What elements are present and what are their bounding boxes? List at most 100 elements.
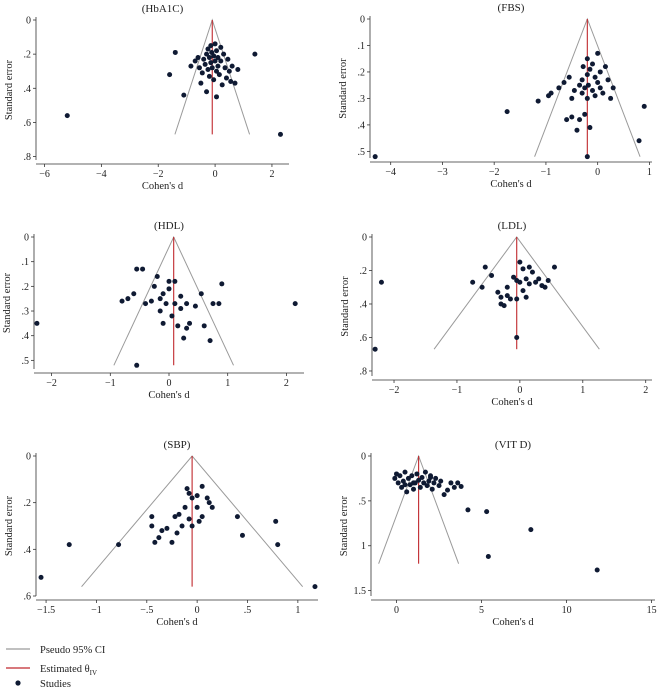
x-tick-label: −2 xyxy=(489,167,500,178)
study-point xyxy=(465,507,471,513)
study-point xyxy=(587,125,593,131)
study-point xyxy=(561,80,567,86)
study-point xyxy=(188,63,194,69)
x-tick-label: 1 xyxy=(647,167,652,178)
x-tick-label: −1 xyxy=(91,605,102,616)
y-tick-label: .3 xyxy=(22,307,30,318)
panel-title: (HbA1C) xyxy=(142,3,184,15)
y-tick-label: .2 xyxy=(24,50,32,61)
study-point xyxy=(119,298,125,304)
study-point xyxy=(198,80,204,86)
study-point xyxy=(194,493,200,499)
study-point xyxy=(441,492,447,498)
y-tick-label: 0 xyxy=(361,452,366,463)
study-point xyxy=(154,273,160,279)
study-point xyxy=(501,303,507,309)
study-point xyxy=(214,68,220,74)
x-tick-label: −1 xyxy=(452,385,463,396)
study-point xyxy=(417,484,423,490)
study-point xyxy=(201,323,207,329)
study-point xyxy=(151,283,157,289)
y-tick-label: .5 xyxy=(358,147,366,158)
study-point xyxy=(556,85,562,91)
study-point xyxy=(181,335,187,341)
study-point xyxy=(414,471,420,477)
study-point xyxy=(608,95,614,101)
study-point xyxy=(189,495,195,501)
study-point xyxy=(189,523,195,529)
study-point xyxy=(176,511,182,517)
study-point xyxy=(167,72,173,78)
study-point xyxy=(202,61,208,67)
y-tick-label: .4 xyxy=(358,120,366,131)
study-point xyxy=(277,131,283,137)
x-tick-label: 0 xyxy=(167,378,172,389)
x-tick-label: −1 xyxy=(541,167,552,178)
panel-title: (SBP) xyxy=(164,439,191,451)
study-point xyxy=(536,276,542,282)
x-tick-label: 2 xyxy=(643,385,648,396)
study-point xyxy=(125,296,131,302)
y-tick-label: 0 xyxy=(26,16,31,27)
study-point xyxy=(574,127,580,133)
study-point xyxy=(548,90,554,96)
study-point xyxy=(514,296,520,302)
study-point xyxy=(199,514,205,520)
study-point xyxy=(149,514,155,520)
study-point xyxy=(160,291,166,297)
study-point xyxy=(184,486,190,492)
x-tick-label: 1 xyxy=(295,605,300,616)
study-point xyxy=(166,278,172,284)
x-axis-label: Cohen's d xyxy=(492,617,534,628)
study-point xyxy=(219,82,225,88)
study-point xyxy=(605,77,611,83)
x-tick-label: 2 xyxy=(284,378,289,389)
study-point xyxy=(528,527,534,533)
panel-sbp: (SBP) 0 .2 .4 .6 −1.5 −1 −.5 0 .5 1 Cohen's d Standa… xyxy=(4,439,318,628)
x-tick-label: −6 xyxy=(39,169,50,180)
x-tick-label: 1 xyxy=(225,378,230,389)
study-point xyxy=(218,44,224,50)
study-point xyxy=(157,308,163,314)
x-tick-label: 5 xyxy=(479,605,484,616)
study-point xyxy=(181,92,187,98)
study-point xyxy=(211,53,217,59)
study-point xyxy=(517,259,523,265)
study-point xyxy=(134,362,140,368)
study-point xyxy=(199,483,205,489)
study-point xyxy=(455,480,461,486)
study-point xyxy=(206,55,212,61)
study-point xyxy=(192,58,198,64)
study-point xyxy=(275,542,281,548)
study-point xyxy=(372,154,378,160)
study-point xyxy=(207,338,213,344)
study-point xyxy=(523,276,529,282)
study-point xyxy=(636,138,642,144)
study-point xyxy=(448,480,454,486)
study-point xyxy=(597,85,603,91)
x-tick-label: 0 xyxy=(595,167,600,178)
study-point xyxy=(526,264,532,270)
legend-studies-label: Studies xyxy=(40,679,71,688)
legend-estimate-label: Estimated θIV xyxy=(40,664,97,677)
y-tick-label: .5 xyxy=(359,496,367,507)
study-point xyxy=(116,542,122,548)
study-point xyxy=(584,56,590,62)
study-point xyxy=(184,301,190,307)
study-point xyxy=(156,535,162,541)
study-point xyxy=(216,301,222,307)
y-axis-label: Standard error xyxy=(4,495,15,556)
study-point xyxy=(421,480,427,486)
study-point xyxy=(438,478,444,484)
x-tick-label: −.5 xyxy=(140,605,153,616)
study-point xyxy=(378,279,384,285)
y-axis-label: Standard error xyxy=(2,272,13,333)
study-point xyxy=(209,65,215,71)
study-point xyxy=(195,55,201,61)
study-point xyxy=(592,74,598,80)
y-tick-label: .6 xyxy=(360,333,368,344)
study-point xyxy=(187,320,193,326)
study-point xyxy=(223,75,229,81)
y-tick-label: .8 xyxy=(24,152,32,163)
panel-title: (HDL) xyxy=(154,220,184,232)
